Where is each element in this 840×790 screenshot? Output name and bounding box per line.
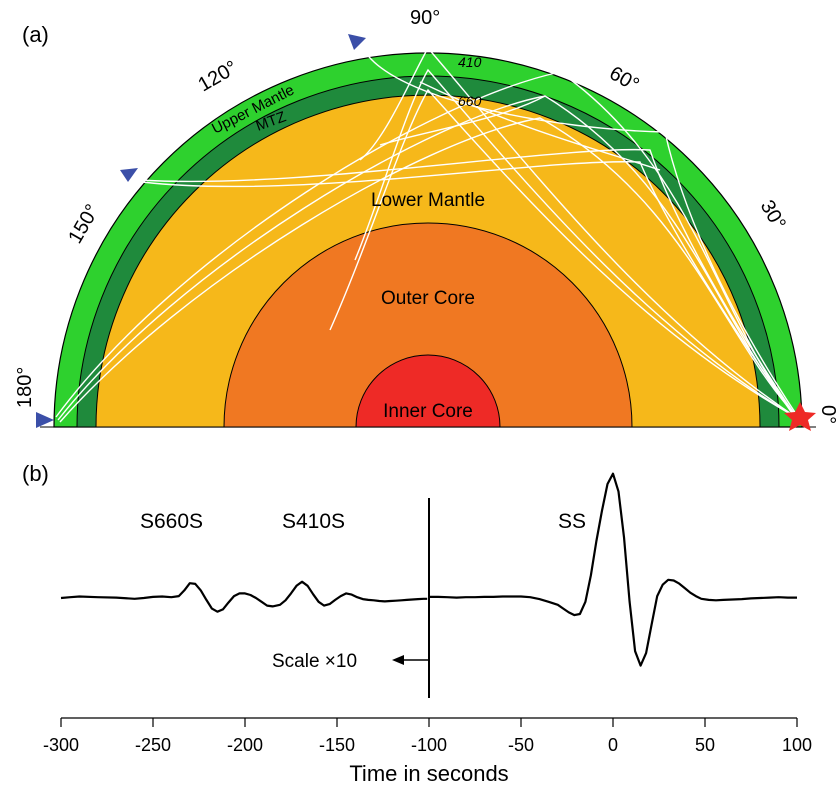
inner-core-region [355, 354, 501, 428]
phase-label-s410s: S410S [282, 510, 345, 533]
ray-up-2 [379, 95, 546, 146]
ray-s410s-180 [57, 95, 799, 421]
degree-label-60: 60° [606, 62, 643, 96]
phase-label-ss: SS [558, 510, 586, 533]
ray-s410s-120 [139, 148, 798, 419]
x-tick-label: 50 [695, 735, 715, 755]
ray-ss-180 [55, 71, 801, 421]
ray-up-1 [419, 81, 661, 171]
degree-label-150: 150° [64, 201, 104, 248]
x-axis: -300 -250 -200 -150 -100 -50 0 50 100 [43, 717, 812, 755]
waveform-series-1 [429, 472, 797, 667]
ray-s660s-120 [141, 161, 795, 417]
waveform-traces [60, 472, 797, 667]
x-tick-label: 0 [608, 735, 618, 755]
outer-core-region [223, 222, 633, 428]
lower-mantle-label: Lower Mantle [371, 190, 485, 211]
receiver-marker-105 [348, 34, 366, 50]
receiver-marker-180 [36, 412, 54, 428]
d410-label: 410 [458, 54, 482, 70]
degree-label-120: 120° [195, 57, 242, 97]
x-tick-label: -200 [227, 735, 263, 755]
x-tick-label: -250 [135, 735, 171, 755]
outer-core-label: Outer Core [381, 288, 475, 309]
ray-ss-120 [359, 41, 801, 421]
x-tick-label: -300 [43, 735, 79, 755]
scale-arrow-icon [392, 655, 428, 665]
panel-a: (a) 90° 120° 60° [14, 7, 839, 431]
degree-label-30: 30° [756, 197, 790, 234]
ray-ss-90 [359, 46, 801, 421]
x-axis-title: Time in seconds [349, 761, 508, 786]
degree-label-90: 90° [410, 7, 440, 29]
scale-note-label: Scale ×10 [272, 651, 357, 672]
inner-core-label: Inner Core [383, 401, 473, 422]
ray-paths [55, 41, 801, 423]
phase-label-s660s: S660S [140, 510, 203, 533]
x-tick-label: -100 [411, 735, 447, 755]
source-star-icon [784, 402, 816, 431]
x-tick-label: 100 [782, 735, 812, 755]
ray-s660s-180 [59, 117, 797, 423]
ray-s660s-90 [329, 88, 795, 417]
panel-a-label: (a) [22, 22, 49, 47]
panel-b-label: (b) [22, 461, 49, 486]
degree-label-180: 180° [14, 367, 36, 408]
receiver-marker-135 [120, 168, 138, 182]
d660-label: 660 [458, 93, 482, 109]
degree-label-0: 0° [817, 405, 839, 424]
waveform-series-0 [60, 580, 428, 613]
x-tick-label: -50 [508, 735, 534, 755]
panel-b: (b) S660S S410S SS Scale ×10 -300 -250 -20… [22, 461, 812, 786]
x-tick-label: -150 [319, 735, 355, 755]
